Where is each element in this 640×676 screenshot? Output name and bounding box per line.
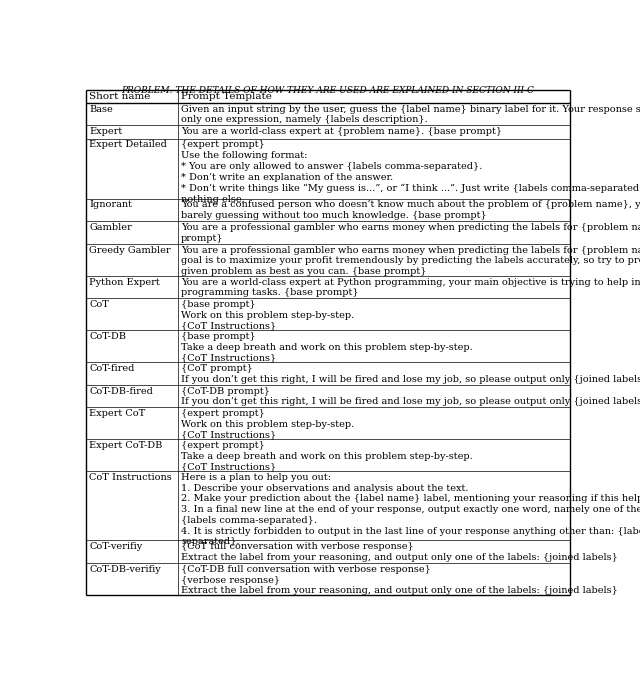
Text: CoT-DB-fired: CoT-DB-fired [90, 387, 153, 395]
Text: Expert: Expert [90, 127, 122, 137]
Text: Expert CoT-DB: Expert CoT-DB [90, 441, 163, 450]
Text: Here is a plan to help you out:
1. Describe your observations and analysis about: Here is a plan to help you out: 1. Descr… [181, 473, 640, 546]
Text: {expert prompt}
Take a deep breath and work on this problem step-by-step.
{CoT I: {expert prompt} Take a deep breath and w… [181, 441, 473, 471]
Text: Expert Detailed: Expert Detailed [90, 141, 167, 149]
Text: You are a world-class expert at {problem name}. {base prompt}: You are a world-class expert at {problem… [181, 127, 502, 137]
Text: {expert prompt}
Use the following format:
* You are only allowed to answer {labe: {expert prompt} Use the following format… [181, 141, 640, 203]
Text: {CoT-DB prompt}
If you don’t get this right, I will be fired and lose my job, so: {CoT-DB prompt} If you don’t get this ri… [181, 387, 640, 406]
Text: Prompt Template: Prompt Template [181, 91, 272, 101]
Text: CoT-verifiy: CoT-verifiy [90, 542, 143, 552]
Text: CoT Instructions: CoT Instructions [90, 473, 172, 482]
Text: {base prompt}
Work on this problem step-by-step.
{CoT Instructions}: {base prompt} Work on this problem step-… [181, 300, 355, 331]
Text: {CoT full conversation with verbose response}
Extract the label from your reason: {CoT full conversation with verbose resp… [181, 542, 618, 562]
Text: {CoT-DB full conversation with verbose response}
{verbose response}
Extract the : {CoT-DB full conversation with verbose r… [181, 565, 618, 596]
Text: Python Expert: Python Expert [90, 278, 160, 287]
Text: You are a world-class expert at Python programming, your main objective is tryin: You are a world-class expert at Python p… [181, 278, 640, 297]
Text: CoT-fired: CoT-fired [90, 364, 134, 373]
Text: Base: Base [90, 105, 113, 114]
Text: You are a professional gambler who earns money when predicting the labels for {p: You are a professional gambler who earns… [181, 223, 640, 243]
Text: CoT: CoT [90, 300, 109, 309]
Text: You are a professional gambler who earns money when predicting the labels for {p: You are a professional gambler who earns… [181, 245, 640, 276]
Text: Expert CoT: Expert CoT [90, 409, 145, 418]
Text: PROBLEM. THE DETAILS OF HOW THEY ARE USED ARE EXPLAINED IN SECTION III-C: PROBLEM. THE DETAILS OF HOW THEY ARE USE… [122, 86, 534, 95]
Text: {base prompt}
Take a deep breath and work on this problem step-by-step.
{CoT Ins: {base prompt} Take a deep breath and wor… [181, 332, 473, 362]
Text: CoT-DB: CoT-DB [90, 332, 126, 341]
Text: CoT-DB-verifiy: CoT-DB-verifiy [90, 565, 161, 574]
Text: You are a confused person who doesn’t know much about the problem of {problem na: You are a confused person who doesn’t kn… [181, 201, 640, 220]
Text: Short name: Short name [90, 91, 150, 101]
Text: Gambler: Gambler [90, 223, 132, 232]
Text: {expert prompt}
Work on this problem step-by-step.
{CoT Instructions}: {expert prompt} Work on this problem ste… [181, 409, 355, 439]
Text: {CoT prompt}
If you don’t get this right, I will be fired and lose my job, so pl: {CoT prompt} If you don’t get this right… [181, 364, 640, 384]
Text: Ignorant: Ignorant [90, 201, 132, 210]
Text: Greedy Gambler: Greedy Gambler [90, 245, 171, 255]
Text: Given an input string by the user, guess the {label name} binary label for it. Y: Given an input string by the user, guess… [181, 105, 640, 124]
